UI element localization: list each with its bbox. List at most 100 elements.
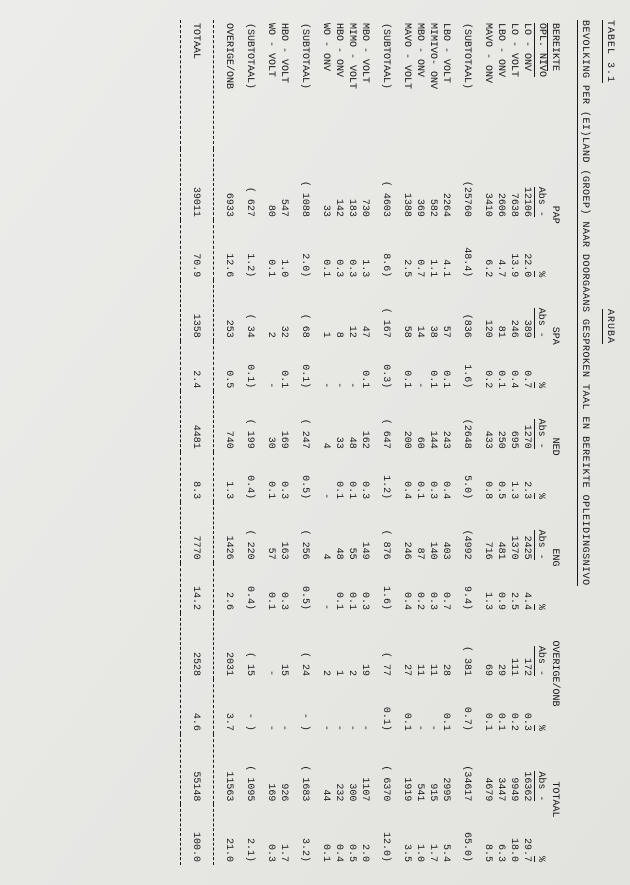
cell-abs: 481 [494,502,507,563]
cell-abs: 4 [319,502,332,563]
cell-abs: 369 [413,149,426,220]
cell-pct: 1.1 [426,220,439,280]
country-label: ARUBA [602,309,615,344]
cell-abs: 1270 [520,391,533,452]
cell-pct: 0.3 [345,220,358,280]
sub-pct: % [533,452,548,502]
cell-abs: 1 [319,280,332,341]
cell-abs: 582 [426,149,439,220]
cell-pct: 2.1) [243,804,256,865]
table-header: BEREIKTE OPL. NIVO PAP SPA NED ENG OVERI… [533,20,561,865]
row-label: MAVO - VOLT [400,20,413,149]
cell-pct: 8.6) [379,220,392,280]
cell-abs: 2 [345,613,358,679]
dashline-row [177,20,181,865]
sub-abs: Abs - [533,734,548,805]
cell-pct: - [358,679,371,734]
cell-pct: 1.2) [243,220,256,280]
cell-pct: 0.3 [264,804,277,865]
cell-pct: 0.1) [298,341,311,391]
cell-pct: 0.1 [264,563,277,613]
cell-pct: 1.3 [222,452,235,502]
overige-row: OVERIGE/ONB693312.62530.57401.314262.620… [222,20,235,865]
cell-abs: 11563 [222,734,235,805]
cell-abs: 2995 [439,734,452,805]
cell-pct: - [332,341,345,391]
cell-pct: 1.3 [507,452,520,502]
cell-abs: 2031 [222,613,235,679]
cell-pct: 8.5 [481,804,494,865]
cell-abs: 38 [426,280,439,341]
cell-pct: 0.1 [413,452,426,502]
sub-pct: % [533,341,548,391]
data-row: HBO - VOLT5471.0320.11690.31630.315-9261… [277,20,290,865]
cell-abs: (25760 [460,149,473,220]
cell-abs: ( 627 [243,149,256,220]
cell-abs: ( 876 [379,502,392,563]
cell-pct: 48.4) [460,220,473,280]
cell-pct: 0.3 [426,563,439,613]
cell-abs: 243 [439,391,452,452]
cell-abs: 1919 [400,734,413,805]
sub-abs: Abs - [533,502,548,563]
cell-abs: 246 [507,280,520,341]
cell-pct: 4.7 [494,220,507,280]
cell-abs: 142 [332,149,345,220]
cell-pct: 0.1 [439,679,452,734]
cell-pct: 1.3 [358,220,371,280]
cell-abs: 120 [481,280,494,341]
cell-pct: 0.1 [494,341,507,391]
cell-pct: 0.1 [494,679,507,734]
cell-pct: 4.6 [189,679,202,734]
row-label: MBO - ONV [413,20,426,149]
cell-pct: 9.4) [460,563,473,613]
cell-abs: 87 [413,502,426,563]
spacer-row [311,20,319,865]
cell-pct: 0.5 [494,452,507,502]
cell-abs: ( 68 [298,280,311,341]
cell-abs: 33 [319,149,332,220]
cell-abs: 55 [345,502,358,563]
cell-pct: 0.2 [481,341,494,391]
cell-pct: 21.0 [222,804,235,865]
cell-abs: 39011 [189,149,202,220]
row-label: MIMIVO- ONV [426,20,439,149]
data-row: MAVO - VOLT13882.5580.12000.42460.4270.1… [400,20,413,865]
cell-pct: 1.0 [413,804,426,865]
cell-abs: 12 [345,280,358,341]
cell-pct: - [345,679,358,734]
cell-pct: 0.1 [319,804,332,865]
cell-pct: - [345,341,358,391]
cell-abs: ( 256 [298,502,311,563]
cell-pct: - [319,679,332,734]
sub-abs: Abs - [533,280,548,341]
cell-abs: 111 [507,613,520,679]
table-title: BEVOLKING PER (EI)LAND (GROEP) NAAR DOOR… [577,20,590,586]
col-group-ned: NED [548,391,561,502]
cell-pct: 65.0) [460,804,473,865]
cell-pct: 12.0) [379,804,392,865]
cell-pct: 0.1 [400,341,413,391]
cell-abs: 7638 [507,149,520,220]
spacer-row [202,20,210,865]
cell-pct: - [319,563,332,613]
row-label: (SUBTOTAAL) [298,20,311,149]
row-label: MIMO - VOLT [345,20,358,149]
cell-pct: 0.8 [481,452,494,502]
cell-abs: 149 [358,502,371,563]
cell-pct: 0.2 [413,563,426,613]
cell-abs: 4679 [481,734,494,805]
cell-pct: 0.5 [345,804,358,865]
cell-abs: 47 [358,280,371,341]
sub-pct: % [533,220,548,280]
cell-abs: 8 [332,280,345,341]
spacer-row [256,20,264,865]
spacer-row [392,20,400,865]
subtotal-row: (SUBTOTAAL)( 6271.2)( 340.1)( 1990.4)( 2… [243,20,256,865]
cell-pct: 13.9 [507,220,520,280]
cell-abs: 81 [494,280,507,341]
cell-pct: 0.1 [358,341,371,391]
row-label: WO - VOLT [264,20,277,149]
cell-pct: 2.5 [400,220,413,280]
cell-pct: - ) [298,679,311,734]
